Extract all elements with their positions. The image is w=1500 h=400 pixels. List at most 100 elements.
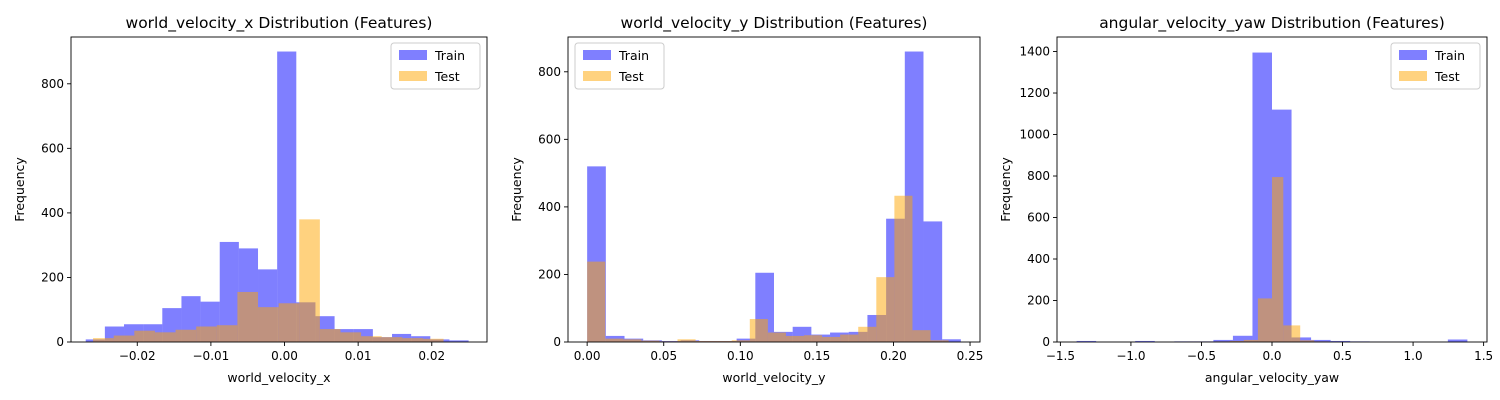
histogram-bar-test bbox=[695, 340, 714, 342]
histogram-bar-test bbox=[677, 339, 696, 342]
x-tick-label: 0.02 bbox=[418, 349, 445, 363]
chart-panel-2: 0.00 0.05 0.10 0.15 0.20 0.25 0 200 400 600 800 wor… bbox=[509, 14, 983, 385]
y-tick-label: 600 bbox=[41, 141, 64, 155]
histogram-bar-train bbox=[942, 339, 961, 342]
legend-swatch-test bbox=[583, 71, 611, 81]
x-tick-label: 1.5 bbox=[1474, 349, 1493, 363]
histogram-bar-test bbox=[93, 338, 114, 342]
legend-swatch-test bbox=[399, 71, 427, 81]
histogram-bar-test bbox=[1272, 177, 1284, 342]
histogram-bar-test bbox=[1257, 298, 1272, 342]
legend-swatch-train bbox=[583, 50, 611, 60]
histogram-bar-train bbox=[219, 241, 239, 342]
histogram-bar-test bbox=[1300, 340, 1315, 342]
histogram-bar-train bbox=[449, 340, 469, 342]
histogram-bar-train bbox=[277, 51, 297, 343]
x-axis-label: world_velocity_x bbox=[227, 370, 330, 385]
y-axis-label: Frequency bbox=[998, 157, 1013, 222]
legend: Train Test bbox=[1390, 42, 1481, 90]
series-test-bars bbox=[587, 195, 949, 342]
histogram-bar-test bbox=[175, 329, 197, 342]
histogram-bar-test bbox=[258, 307, 279, 342]
histogram-bar-test bbox=[894, 195, 913, 342]
histogram-bar-test bbox=[299, 219, 320, 342]
histogram-bar-test bbox=[804, 335, 823, 342]
histogram-bar-test bbox=[402, 338, 423, 342]
chart-panel-1: −0.02 −0.01 0.00 0.01 0.02 0 200 400 600 800 world… bbox=[12, 14, 488, 385]
x-tick-label: 0.01 bbox=[345, 349, 372, 363]
y-tick-label: 600 bbox=[1027, 211, 1050, 225]
histogram-bar-train bbox=[1232, 335, 1253, 342]
y-tick-label: 1400 bbox=[1019, 45, 1050, 59]
histogram-bar-train bbox=[1076, 340, 1097, 342]
histogram-bar-test bbox=[196, 326, 217, 342]
histogram-bar-train bbox=[1330, 340, 1351, 342]
x-tick-label: −0.5 bbox=[1187, 349, 1216, 363]
histogram-bar-test bbox=[113, 335, 135, 342]
histogram-bar-test bbox=[1243, 339, 1258, 342]
histogram-bar-test bbox=[930, 340, 949, 342]
histogram-bar-test bbox=[216, 325, 238, 342]
y-tick-label: 200 bbox=[538, 267, 561, 281]
histogram-bar-test bbox=[858, 326, 877, 342]
histogram-bar-test bbox=[641, 340, 660, 342]
y-tick-label: 600 bbox=[538, 132, 561, 146]
histogram-bar-test bbox=[876, 277, 895, 342]
x-tick-label: −1.0 bbox=[1116, 349, 1145, 363]
x-tick-label: 0.00 bbox=[574, 349, 601, 363]
x-tick-label: 0.10 bbox=[727, 349, 754, 363]
histogram-bar-train bbox=[1447, 339, 1468, 342]
histogram-bar-test bbox=[731, 340, 750, 342]
legend-swatch-train bbox=[1399, 50, 1427, 60]
histogram-bar-test bbox=[1283, 325, 1301, 342]
histogram-bar-test bbox=[237, 291, 259, 342]
histogram-bar-test bbox=[361, 336, 382, 342]
histogram-bar-test bbox=[340, 332, 362, 342]
y-tick-label: 800 bbox=[538, 65, 561, 79]
histogram-bar-test bbox=[381, 337, 403, 342]
histogram-bar-test bbox=[713, 340, 732, 342]
histogram-bar-train bbox=[1135, 340, 1155, 342]
histogram-bar-train bbox=[1252, 52, 1272, 343]
x-axis-label: angular_velocity_yaw bbox=[1205, 370, 1339, 385]
histogram-bar-test bbox=[154, 332, 176, 342]
y-tick-label: 1200 bbox=[1019, 86, 1050, 100]
x-tick-label: 0.00 bbox=[271, 349, 298, 363]
x-tick-label: −0.01 bbox=[193, 349, 230, 363]
legend: Train Test bbox=[390, 42, 481, 90]
x-tick-label: 0.05 bbox=[650, 349, 677, 363]
x-tick-label: 1.0 bbox=[1404, 349, 1423, 363]
y-tick-label: 400 bbox=[1027, 252, 1050, 266]
histogram-bar-test bbox=[749, 319, 768, 342]
y-tick-label: 400 bbox=[538, 200, 561, 214]
histogram-bar-test bbox=[422, 338, 444, 342]
histogram-bar-test bbox=[319, 329, 341, 342]
y-tick-label: 800 bbox=[1027, 169, 1050, 183]
y-tick-label: 0 bbox=[1042, 335, 1050, 349]
histogram-bar-test bbox=[1229, 340, 1244, 342]
x-tick-label: −1.5 bbox=[1046, 349, 1075, 363]
histogram-bar-test bbox=[278, 303, 300, 342]
histogram-bar-train bbox=[1291, 337, 1312, 342]
axes-frame bbox=[567, 36, 981, 343]
y-tick-label: 1000 bbox=[1019, 128, 1050, 142]
histogram-bar-test bbox=[822, 336, 841, 342]
legend-label-test: Test bbox=[618, 69, 644, 84]
histogram-bar-train bbox=[923, 221, 943, 342]
y-axis-label: Frequency bbox=[12, 157, 27, 222]
legend-label-test: Test bbox=[1434, 69, 1460, 84]
x-tick-label: −0.02 bbox=[119, 349, 156, 363]
y-tick-label: 800 bbox=[41, 77, 64, 91]
y-tick-label: 200 bbox=[41, 270, 64, 284]
histogram-bar-train bbox=[1213, 339, 1233, 342]
chart-panel-3: −1.5 −1.0 −0.5 0.0 0.5 1.0 1.5 0 200 400 600 800 100… bbox=[998, 14, 1493, 385]
series-test-bars bbox=[1187, 177, 1343, 342]
histogram-bar-test bbox=[912, 330, 931, 342]
histogram-bar-test bbox=[134, 330, 155, 342]
series-test-bars bbox=[93, 219, 444, 342]
histogram-bar-train bbox=[1311, 339, 1331, 342]
y-tick-label: 0 bbox=[553, 335, 561, 349]
histogram-bar-test bbox=[785, 335, 805, 342]
legend-label-train: Train bbox=[618, 48, 649, 63]
x-tick-label: 0.20 bbox=[880, 349, 907, 363]
